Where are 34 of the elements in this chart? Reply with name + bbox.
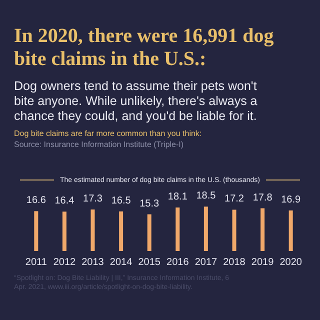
chart-title: In 2020, there were 16,991 dog bite claims in the U.S.:	[14, 25, 274, 70]
x-tick-label: 2016	[166, 257, 190, 268]
data-label: 16.9	[281, 194, 302, 206]
data-label: 16.5	[111, 195, 132, 206]
x-tick-label: 2020	[280, 257, 302, 268]
chart-subtitle: Dog owners tend to assume their pets won't bite anyone. While unlikely, there's always a chance they could, and you'd be liable for it.	[14, 79, 258, 123]
bar	[62, 212, 66, 251]
x-tick-label: 2019	[251, 257, 274, 268]
data-label: 18.5	[196, 190, 216, 202]
data-label: 16.6	[26, 195, 46, 206]
bar	[260, 208, 265, 251]
data-label: 17.8	[252, 192, 273, 204]
bar	[119, 211, 124, 251]
source-note: Source: Insurance Information Institute (Triple-I)	[14, 140, 184, 149]
bar	[288, 210, 293, 251]
x-tick-label: 2012	[53, 257, 76, 268]
data-label: 18.1	[168, 192, 188, 203]
bar	[34, 211, 38, 251]
x-tick-label: 2014	[110, 257, 133, 268]
data-label: 16.4	[54, 196, 75, 207]
bar	[204, 206, 208, 251]
bar	[147, 214, 152, 251]
text: Dog bite claims are far more common than you think:	[14, 129, 202, 138]
x-tick-label: 2011	[25, 257, 48, 268]
x-tick-label: 2017	[194, 257, 218, 268]
bar	[90, 209, 95, 251]
x-tick-label: 2013	[82, 257, 104, 268]
x-tick-label: 2018	[223, 257, 246, 268]
data-label: 17.3	[83, 193, 103, 204]
data-label: 15.3	[140, 198, 160, 210]
x-tick-label: 2015	[138, 257, 161, 268]
bar	[176, 208, 180, 251]
data-label: 17.2	[224, 194, 244, 205]
bar	[232, 210, 236, 251]
